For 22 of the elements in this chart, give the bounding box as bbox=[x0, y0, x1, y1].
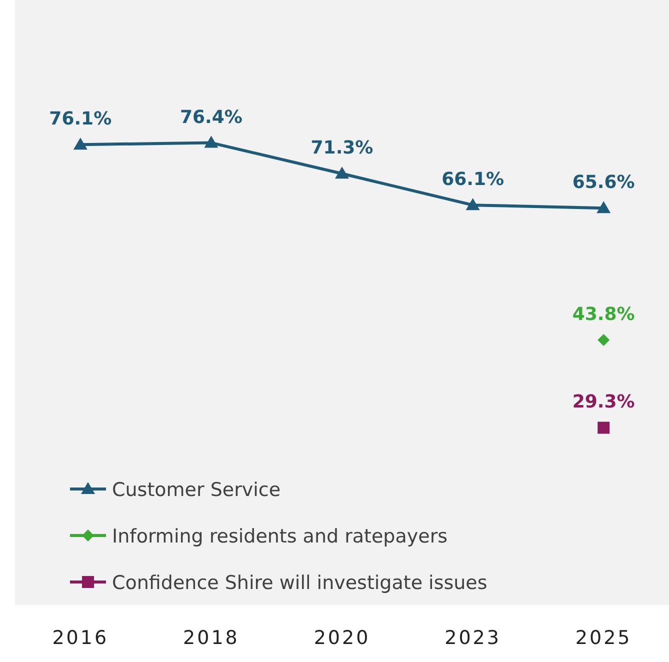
data-label: 66.1% bbox=[442, 169, 504, 190]
point bbox=[598, 422, 610, 434]
x-tick-label: 2025 bbox=[575, 627, 632, 649]
point bbox=[466, 198, 480, 210]
x-tick-label: 2023 bbox=[444, 627, 501, 649]
data-label: 43.8% bbox=[572, 304, 635, 326]
legend-label: Customer Service bbox=[112, 479, 281, 501]
x-tick-label: 2016 bbox=[52, 627, 109, 649]
data-label: 65.6% bbox=[572, 172, 635, 194]
point bbox=[335, 166, 349, 179]
point bbox=[596, 201, 611, 214]
legend-label: Confidence Shire will investigate issues bbox=[112, 572, 488, 594]
data-label: 76.1% bbox=[49, 108, 112, 130]
legend-label: Informing residents and ratepayers bbox=[112, 526, 448, 548]
x-tick-label: 2020 bbox=[314, 627, 370, 649]
point bbox=[204, 136, 218, 148]
point bbox=[73, 138, 88, 150]
data-label: 76.4% bbox=[180, 106, 242, 128]
data-label: 71.3% bbox=[310, 138, 374, 159]
point bbox=[598, 334, 610, 346]
x-tick-label: 2018 bbox=[183, 627, 240, 649]
data-label: 29.3% bbox=[572, 392, 635, 413]
